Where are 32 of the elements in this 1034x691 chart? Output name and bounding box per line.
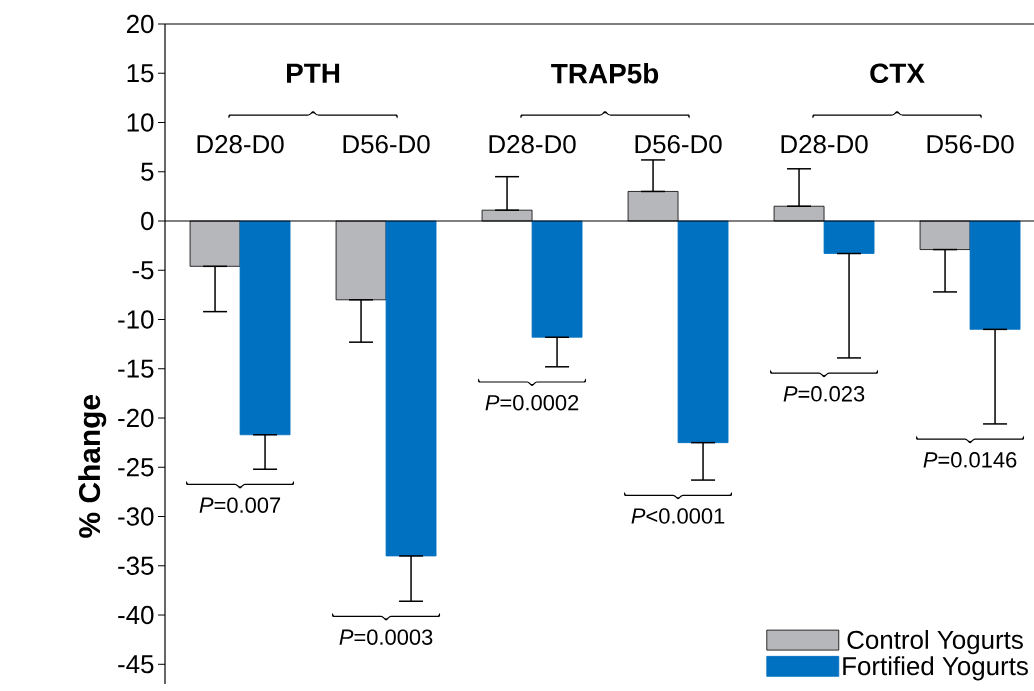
y-tick-label: -15 — [118, 359, 154, 378]
y-tick-label: -25 — [118, 458, 154, 477]
y-tick-label: -10 — [118, 310, 154, 329]
y-tick-label: 15 — [127, 64, 154, 83]
y-tick-label: -30 — [118, 507, 154, 526]
y-tick-label: -40 — [118, 605, 154, 625]
y-tick-label: -5 — [132, 261, 154, 280]
annotation: P<0.0001 — [631, 508, 725, 524]
annotation: P=0.0002 — [485, 394, 579, 411]
legend-label: Fortified Yogurts — [843, 656, 1028, 681]
x-tick-label: D56-D0 — [343, 134, 430, 154]
annotation: CTX — [870, 63, 925, 84]
y-tick-label: -20 — [118, 408, 154, 428]
x-tick-label: D28-D0 — [489, 134, 576, 154]
legend-label: Control Yogurts — [847, 629, 1023, 655]
annotation: P=0.0146 — [923, 452, 1017, 468]
x-tick-label: D28-D0 — [197, 134, 284, 154]
annotation: P=0.007 — [199, 497, 281, 513]
annotation: PTH — [287, 63, 340, 83]
y-tick-label: 5 — [141, 162, 154, 181]
x-tick-label: D56-D0 — [635, 134, 722, 154]
annotation: P=0.0003 — [339, 629, 433, 645]
y-tick-label: 10 — [127, 113, 154, 132]
annotation: P=0.023 — [783, 386, 865, 402]
x-tick-label: D28-D0 — [781, 134, 868, 154]
y-tick-label: 0 — [141, 211, 154, 231]
y-tick-label: -45 — [118, 655, 154, 674]
y-axis-title: % Change — [78, 394, 107, 538]
annotation: TRAP5b — [551, 63, 659, 84]
y-tick-label: 20 — [126, 14, 154, 34]
x-tick-label: D56-D0 — [927, 134, 1014, 154]
y-tick-label: -35 — [118, 556, 154, 575]
